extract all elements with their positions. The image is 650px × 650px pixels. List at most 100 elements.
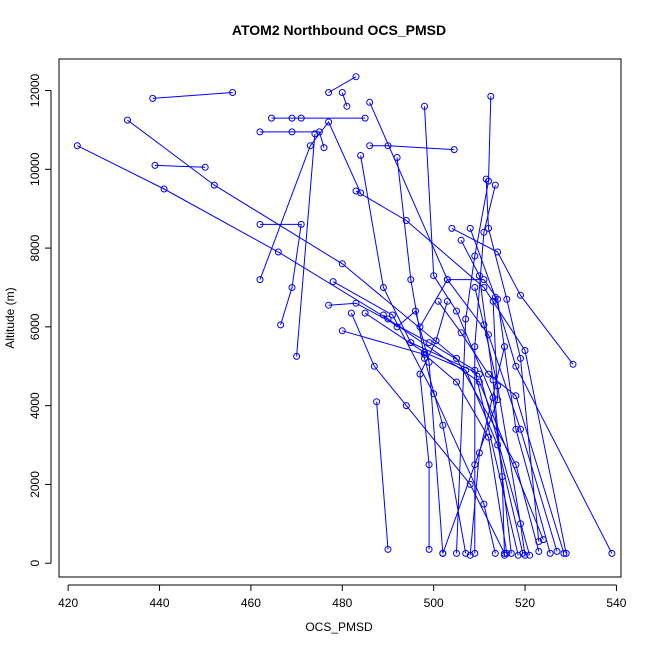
- series-line: [469, 346, 505, 556]
- y-tick-label: 4000: [28, 392, 42, 419]
- data-point: [535, 547, 543, 555]
- x-tick-label: 520: [515, 596, 535, 610]
- data-point: [329, 278, 337, 286]
- data-point: [370, 362, 378, 370]
- y-tick-label: 8000: [28, 234, 42, 261]
- data-point: [151, 161, 159, 169]
- data-point: [343, 102, 351, 110]
- data-point: [352, 299, 360, 307]
- series-line: [259, 121, 362, 280]
- data-point: [361, 309, 369, 317]
- data-point: [503, 549, 511, 557]
- data-point: [379, 284, 387, 291]
- data-point: [124, 116, 131, 124]
- x-tick-label: 420: [58, 596, 78, 610]
- data-point: [480, 276, 488, 284]
- series-line: [364, 312, 524, 554]
- data-point: [393, 154, 401, 161]
- data-point: [491, 181, 499, 189]
- series-line: [328, 302, 519, 556]
- data-point: [485, 370, 492, 378]
- data-point: [430, 390, 438, 398]
- data-point: [268, 114, 275, 122]
- data-point: [498, 473, 506, 481]
- series-line: [260, 131, 325, 148]
- data-point: [507, 549, 515, 557]
- data-point: [325, 89, 333, 96]
- series-line: [127, 119, 540, 552]
- data-point: [491, 293, 499, 301]
- series-line: [376, 401, 389, 550]
- series-line: [296, 133, 316, 357]
- data-point: [489, 297, 497, 305]
- data-point: [466, 224, 474, 232]
- data-point: [453, 549, 460, 557]
- data-point: [407, 276, 415, 284]
- data-point: [535, 538, 543, 545]
- data-point: [485, 433, 492, 441]
- data-point: [288, 284, 296, 291]
- data-point: [560, 549, 568, 557]
- series-line: [474, 287, 526, 556]
- data-point: [421, 102, 428, 110]
- data-point: [411, 307, 419, 315]
- series-line: [360, 155, 531, 556]
- data-point: [494, 295, 502, 303]
- data-point: [402, 217, 410, 224]
- data-point: [517, 291, 524, 299]
- plot-frame: [58, 58, 622, 578]
- x-tick-label: 540: [606, 596, 626, 610]
- data-point: [149, 94, 157, 102]
- data-point: [434, 297, 442, 305]
- data-point: [512, 362, 520, 370]
- data-point: [274, 248, 282, 256]
- series-line: [332, 281, 496, 554]
- data-point: [389, 311, 396, 319]
- data-point: [229, 89, 237, 96]
- data-point: [480, 228, 488, 236]
- data-point: [439, 549, 447, 557]
- data-point: [256, 220, 264, 228]
- data-point: [471, 284, 479, 291]
- data-point: [462, 315, 470, 323]
- data-point: [352, 73, 360, 81]
- series-line: [460, 239, 505, 556]
- data-point: [521, 347, 529, 354]
- data-point: [373, 398, 381, 406]
- data-point: [494, 248, 502, 256]
- series-line: [342, 330, 508, 554]
- data-point: [384, 545, 392, 553]
- data-point: [407, 339, 415, 347]
- data-point: [471, 549, 479, 557]
- data-point: [485, 224, 492, 232]
- y-tick-label: 2000: [28, 471, 42, 498]
- data-point: [480, 321, 488, 329]
- data-point: [514, 551, 522, 559]
- series-line: [419, 279, 551, 554]
- data-point: [453, 378, 460, 386]
- data-point: [402, 402, 410, 410]
- data-point: [311, 130, 319, 138]
- data-point: [494, 441, 502, 449]
- data-point: [347, 309, 355, 317]
- series-line: [260, 223, 302, 326]
- x-tick-label: 460: [241, 596, 261, 610]
- data-point: [448, 224, 456, 232]
- series-line: [474, 184, 496, 554]
- data-point: [485, 331, 492, 339]
- series-line: [419, 301, 448, 550]
- series-line: [341, 92, 348, 107]
- data-point: [73, 142, 81, 150]
- data-point: [517, 425, 524, 433]
- data-point: [608, 549, 616, 557]
- data-point: [501, 343, 508, 351]
- data-point: [297, 220, 305, 228]
- data-point: [501, 551, 508, 559]
- data-point: [519, 549, 527, 557]
- data-point: [160, 185, 168, 193]
- data-point: [338, 89, 346, 96]
- data-point: [485, 177, 492, 185]
- data-point: [491, 549, 499, 557]
- data-point: [517, 520, 524, 528]
- data-point: [471, 252, 479, 260]
